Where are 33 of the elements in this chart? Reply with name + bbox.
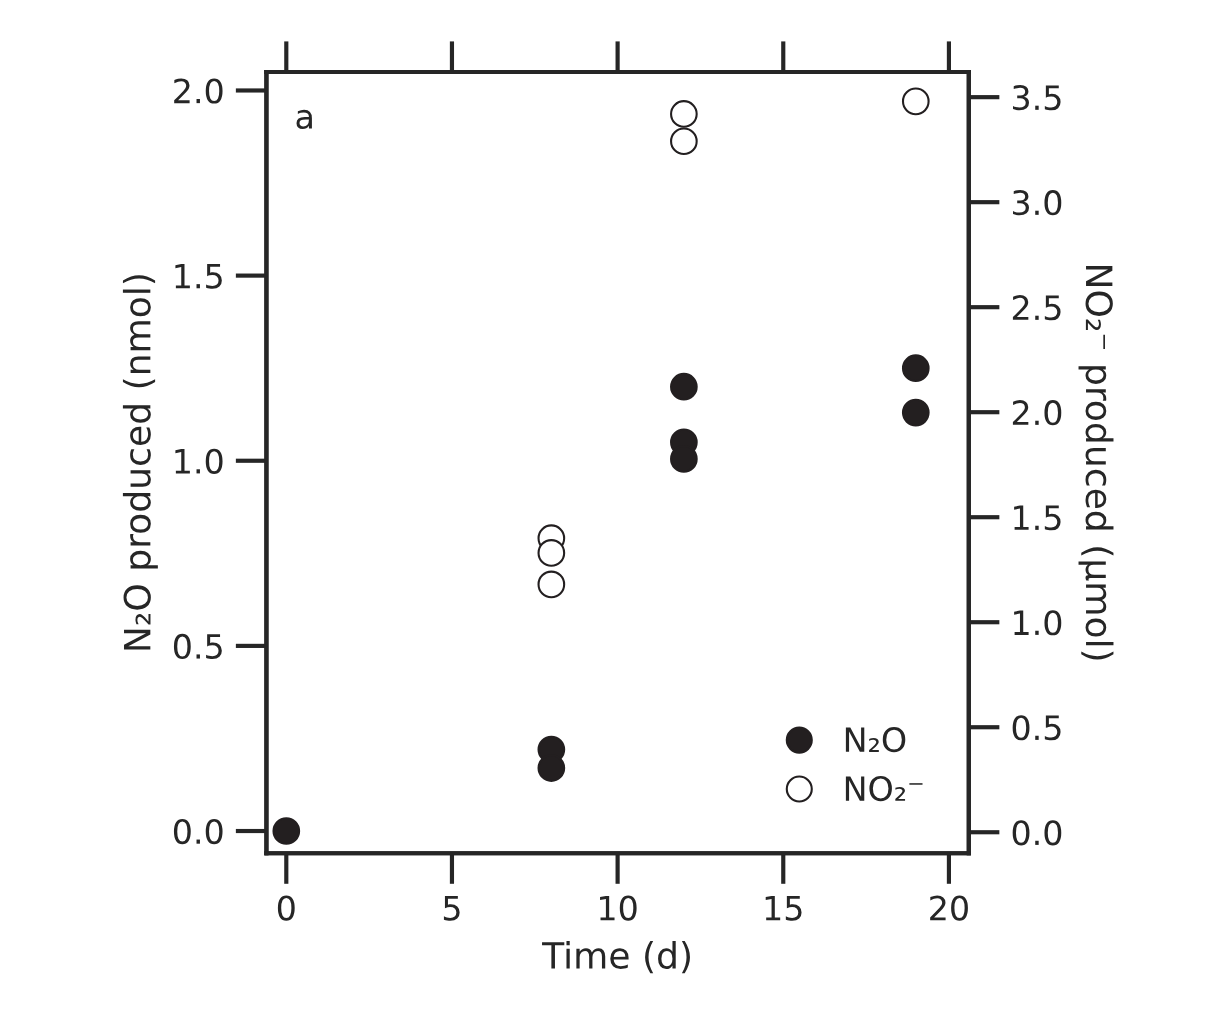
annotation: a bbox=[296, 109, 312, 130]
point bbox=[901, 398, 930, 427]
point bbox=[272, 817, 301, 845]
x-tick-label: 15 bbox=[765, 895, 802, 921]
y2-tick-label: 2.5 bbox=[1012, 295, 1061, 321]
x-tick-label: 10 bbox=[600, 895, 637, 921]
y-tick-label: 1.5 bbox=[175, 263, 222, 289]
y2-tick-label: 1.0 bbox=[1014, 610, 1062, 636]
y2-tick-label: 3.5 bbox=[1013, 85, 1061, 111]
legend-label: N₂O bbox=[845, 727, 906, 753]
point bbox=[537, 539, 566, 567]
y2-tick-label: 0.0 bbox=[1012, 820, 1062, 846]
point bbox=[901, 87, 930, 116]
y-tick-label: 1.0 bbox=[175, 448, 223, 474]
y2-tick-label: 2.0 bbox=[1012, 400, 1062, 426]
y-tick-label: 2.0 bbox=[174, 78, 223, 104]
x-axis-title: Time (d) bbox=[542, 941, 690, 974]
x-tick-label: 0 bbox=[277, 895, 295, 921]
y-tick-label: 0.5 bbox=[173, 633, 222, 660]
legend-label: NO₂⁻ bbox=[845, 775, 923, 802]
y-axis-title: N₂O produced (nmol) bbox=[122, 275, 158, 650]
y2-tick-label: 3.0 bbox=[1013, 190, 1062, 216]
x-tick-label: 5 bbox=[443, 895, 460, 921]
x-tick-label: 20 bbox=[930, 895, 968, 921]
point bbox=[670, 372, 698, 401]
point bbox=[537, 570, 566, 599]
point bbox=[901, 354, 930, 383]
point bbox=[670, 100, 698, 128]
y2-axis-title: NO₂⁻ produced (μmol) bbox=[1078, 266, 1114, 660]
point bbox=[670, 127, 698, 156]
y2-tick-label: 1.5 bbox=[1014, 505, 1061, 531]
y-tick-label: 0.0 bbox=[173, 818, 223, 845]
y2-tick-label: 0.5 bbox=[1012, 715, 1061, 741]
